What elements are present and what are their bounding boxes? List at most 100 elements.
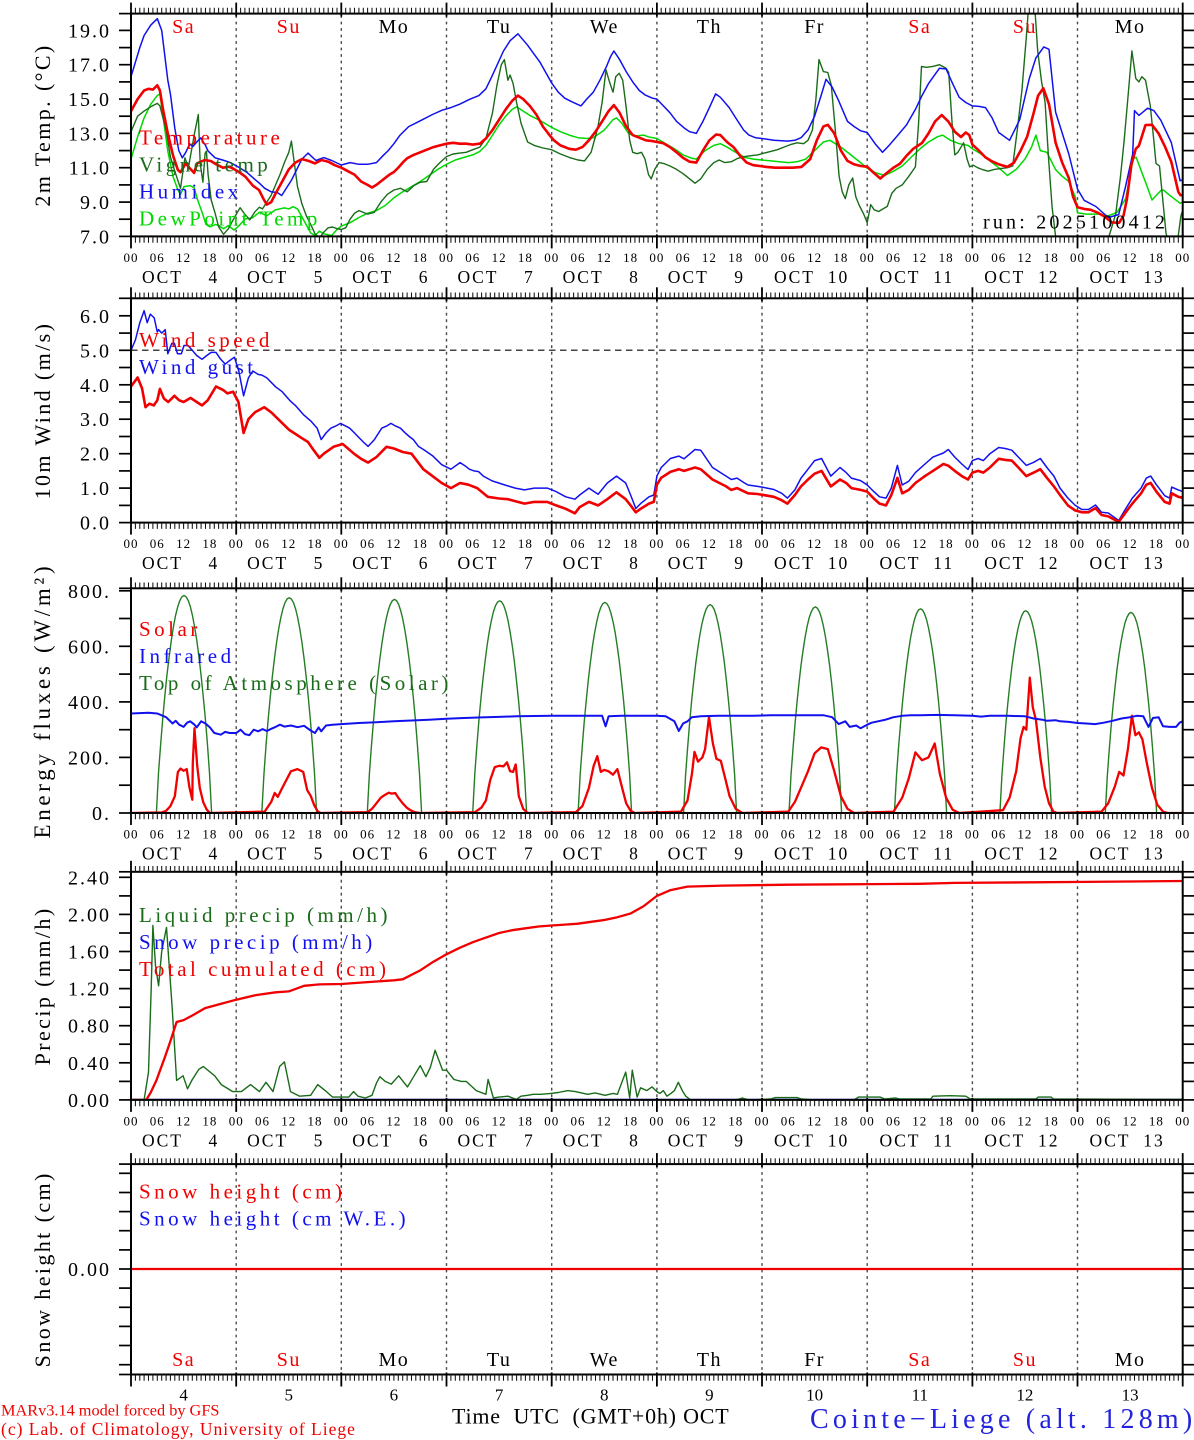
svg-text:06: 06 bbox=[886, 827, 901, 842]
svg-text:Time UTC (GMT+0h) OCT: Time UTC (GMT+0h) OCT bbox=[452, 1404, 730, 1429]
svg-text:OCT 11: OCT 11 bbox=[879, 844, 954, 864]
svg-text:00: 00 bbox=[1175, 250, 1190, 265]
svg-text:18: 18 bbox=[1044, 1113, 1059, 1128]
svg-text:12: 12 bbox=[597, 827, 612, 842]
svg-text:Wind speed: Wind speed bbox=[139, 328, 273, 352]
svg-text:00: 00 bbox=[334, 1113, 349, 1128]
svg-text:Snow precip (mm/h): Snow precip (mm/h) bbox=[139, 930, 376, 954]
svg-text:06: 06 bbox=[676, 536, 691, 551]
svg-text:12: 12 bbox=[281, 1113, 296, 1128]
svg-text:OCT 8: OCT 8 bbox=[563, 1130, 640, 1150]
svg-text:12: 12 bbox=[702, 1113, 717, 1128]
svg-text:OCT 8: OCT 8 bbox=[563, 844, 640, 864]
svg-text:00: 00 bbox=[334, 250, 349, 265]
svg-text:Sa: Sa bbox=[172, 1349, 195, 1371]
svg-text:00: 00 bbox=[229, 536, 244, 551]
svg-text:12: 12 bbox=[912, 827, 927, 842]
svg-text:OCT 8: OCT 8 bbox=[563, 553, 640, 573]
svg-text:06: 06 bbox=[676, 250, 691, 265]
svg-text:Wind gust: Wind gust bbox=[139, 355, 257, 379]
svg-text:18: 18 bbox=[939, 536, 954, 551]
svg-text:00: 00 bbox=[649, 827, 664, 842]
svg-text:15.0: 15.0 bbox=[68, 89, 111, 111]
svg-text:06: 06 bbox=[255, 250, 270, 265]
svg-text:OCT 13: OCT 13 bbox=[1089, 844, 1164, 864]
svg-text:Liquid precip (mm/h): Liquid precip (mm/h) bbox=[139, 903, 391, 927]
svg-text:3.0: 3.0 bbox=[80, 409, 111, 431]
svg-text:OCT 5: OCT 5 bbox=[247, 844, 324, 864]
svg-text:OCT 7: OCT 7 bbox=[457, 1130, 534, 1150]
svg-text:18: 18 bbox=[1044, 536, 1059, 551]
svg-text:12: 12 bbox=[807, 1113, 822, 1128]
svg-text:0.80: 0.80 bbox=[68, 1016, 111, 1038]
svg-text:00: 00 bbox=[965, 827, 980, 842]
svg-text:18: 18 bbox=[623, 1113, 638, 1128]
svg-text:1.20: 1.20 bbox=[68, 979, 111, 1001]
svg-text:OCT 12: OCT 12 bbox=[984, 553, 1059, 573]
svg-text:12: 12 bbox=[1017, 1113, 1032, 1128]
svg-text:5.0: 5.0 bbox=[80, 340, 111, 362]
svg-text:00: 00 bbox=[965, 250, 980, 265]
svg-text:Mo: Mo bbox=[379, 1349, 410, 1371]
svg-text:00: 00 bbox=[860, 250, 875, 265]
svg-text:10m Wind (m/s): 10m Wind (m/s) bbox=[30, 322, 55, 500]
svg-text:OCT 8: OCT 8 bbox=[563, 267, 640, 287]
svg-text:06: 06 bbox=[991, 1113, 1006, 1128]
svg-text:06: 06 bbox=[676, 1113, 691, 1128]
svg-text:12: 12 bbox=[281, 827, 296, 842]
svg-text:Su: Su bbox=[1013, 1349, 1037, 1371]
svg-text:Mo: Mo bbox=[379, 16, 410, 38]
svg-text:18: 18 bbox=[413, 536, 428, 551]
svg-text:600.: 600. bbox=[68, 636, 111, 658]
svg-text:18: 18 bbox=[1149, 250, 1164, 265]
svg-text:06: 06 bbox=[676, 827, 691, 842]
svg-text:06: 06 bbox=[360, 1113, 375, 1128]
svg-text:18: 18 bbox=[202, 827, 217, 842]
svg-text:Temperature: Temperature bbox=[139, 126, 283, 150]
svg-text:Fr: Fr bbox=[804, 1349, 825, 1371]
svg-text:We: We bbox=[590, 1349, 619, 1371]
svg-text:12: 12 bbox=[912, 1113, 927, 1128]
svg-text:00: 00 bbox=[124, 536, 139, 551]
svg-text:Total cumulated (cm): Total cumulated (cm) bbox=[139, 957, 389, 981]
svg-text:18: 18 bbox=[939, 250, 954, 265]
svg-text:18: 18 bbox=[518, 827, 533, 842]
svg-text:Th: Th bbox=[697, 16, 722, 38]
svg-text:00: 00 bbox=[544, 250, 559, 265]
svg-text:12: 12 bbox=[1123, 827, 1138, 842]
svg-text:18: 18 bbox=[833, 536, 848, 551]
svg-text:00: 00 bbox=[124, 250, 139, 265]
svg-text:OCT 10: OCT 10 bbox=[774, 267, 849, 287]
svg-text:12: 12 bbox=[492, 1113, 507, 1128]
svg-text:12: 12 bbox=[807, 827, 822, 842]
svg-text:18: 18 bbox=[728, 250, 743, 265]
svg-text:06: 06 bbox=[255, 1113, 270, 1128]
svg-text:00: 00 bbox=[1070, 827, 1085, 842]
svg-text:00: 00 bbox=[965, 536, 980, 551]
svg-text:OCT 10: OCT 10 bbox=[774, 553, 849, 573]
svg-text:OCT 7: OCT 7 bbox=[457, 267, 534, 287]
svg-text:0.0: 0.0 bbox=[80, 513, 111, 535]
svg-text:MARv3.14 model forced by GFS: MARv3.14 model forced by GFS bbox=[1, 1401, 219, 1420]
svg-text:(c) Lab. of Climatology, Unive: (c) Lab. of Climatology, University of L… bbox=[1, 1419, 356, 1439]
svg-text:Snow height (cm W.E.): Snow height (cm W.E.) bbox=[139, 1207, 409, 1231]
svg-text:12: 12 bbox=[702, 827, 717, 842]
svg-text:12: 12 bbox=[492, 827, 507, 842]
svg-text:Solar: Solar bbox=[139, 617, 201, 641]
svg-text:OCT 13: OCT 13 bbox=[1089, 267, 1164, 287]
svg-text:OCT 4: OCT 4 bbox=[142, 553, 219, 573]
svg-text:18: 18 bbox=[202, 1113, 217, 1128]
svg-text:200.: 200. bbox=[68, 747, 111, 769]
svg-text:Precip (mm/h): Precip (mm/h) bbox=[30, 906, 55, 1065]
svg-text:8: 8 bbox=[600, 1386, 609, 1405]
svg-text:12: 12 bbox=[281, 250, 296, 265]
svg-text:12: 12 bbox=[912, 536, 927, 551]
svg-text:12: 12 bbox=[386, 827, 401, 842]
svg-text:6.0: 6.0 bbox=[80, 306, 111, 328]
svg-text:06: 06 bbox=[571, 827, 586, 842]
svg-text:OCT 13: OCT 13 bbox=[1089, 1130, 1164, 1150]
svg-text:06: 06 bbox=[255, 827, 270, 842]
svg-text:12: 12 bbox=[1016, 1386, 1033, 1405]
svg-text:Th: Th bbox=[697, 1349, 722, 1371]
svg-text:18: 18 bbox=[308, 250, 323, 265]
